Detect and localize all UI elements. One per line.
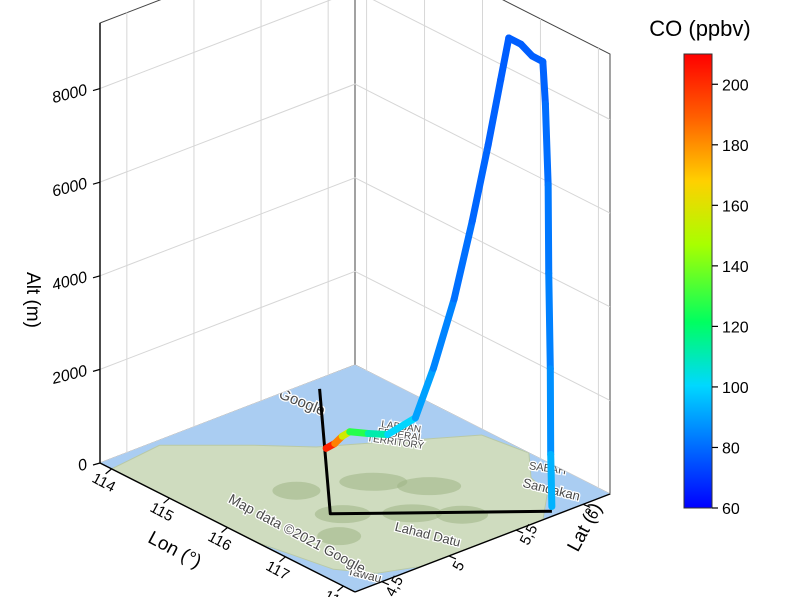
colorbar-tick-label: 180 [722,138,749,155]
grid-line-z [99,0,611,120]
colorbar-tick-label: 60 [722,501,740,518]
y-tick [515,529,524,534]
flight-track-segment [497,34,513,84]
z-tick [92,87,101,92]
flight-track-segment [545,269,554,373]
ground-track [318,388,552,516]
x-tick [279,556,286,563]
grid-line-z [99,270,611,401]
z-tick [92,181,101,185]
y-tick [448,555,457,560]
x-tick-label: 115 [147,499,176,525]
floor-terrain [397,477,462,496]
colorbar-tick-label: 200 [722,77,749,94]
colorbar-tick-label: 160 [722,198,749,215]
x-tick-label: 118 [321,587,350,597]
z-axis-label: Alt (m) [22,272,43,328]
grid-line-z [99,83,611,214]
colorbar: CO (ppbv) 60 80 100 120 140 160 180 200 [649,16,750,518]
flight-track-segment [544,181,553,277]
floor-terrain [317,527,362,546]
flight-track-segment [468,141,492,225]
flight-track-segment [484,76,505,149]
colorbar-tick-label: 80 [722,440,740,457]
z-tick-label: 4000 [50,269,89,294]
x-tick-label: 116 [205,528,234,554]
flight-track-segment [450,217,476,303]
z-tick [92,462,101,466]
floor-terrain [339,472,408,491]
floor-terrain [272,481,321,500]
x-tick [163,497,170,504]
x-axis-label: Lon (°) [144,527,204,572]
x-tick [105,468,112,475]
z-tick-label: 6000 [50,176,89,201]
z-tick [92,275,101,279]
colorbar-tick-label: 100 [722,380,749,397]
colorbar-gradient [683,53,713,509]
flight-track-segment [429,295,458,372]
colorbar-title: CO (ppbv) [649,16,750,41]
x-tick [221,527,228,533]
y-tick-label: 4,5 [382,573,407,597]
y-tick [381,581,390,586]
flight-track-segment [547,450,556,511]
x-tick-label: 117 [263,558,292,584]
grid-line-z [99,177,611,308]
ground-track-line [318,388,552,516]
y-tick [582,503,591,508]
z-tick-label: 0 [76,456,89,475]
x-tick [337,585,344,592]
z-tick-label: 8000 [50,82,89,107]
floor-terrain [436,505,489,524]
z-tick [92,368,101,372]
flight-track-segment [541,100,552,189]
z-tick-label: 2000 [49,363,89,388]
flight-track-segment [539,58,549,108]
flight-track [322,34,556,511]
flight-track-segment [384,414,419,439]
basemap-floor: LABUANFEDERALTERRITORYSABAHSandakanLahad… [100,365,610,592]
colorbar-tick-label: 140 [722,259,749,276]
x-tick-label: 114 [89,470,118,496]
y-tick-label: 5 [449,558,468,573]
colorbar-tick-label: 120 [722,319,749,336]
y-axis-line [354,493,611,593]
flight-track-segment [411,364,437,422]
